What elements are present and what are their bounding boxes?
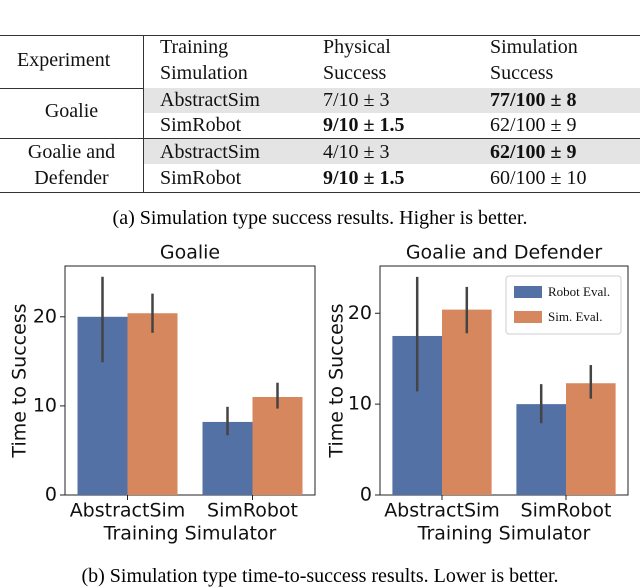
header-cell: Training Simulation: [160, 36, 248, 84]
shade: [143, 88, 640, 113]
header-cell: Experiment: [17, 49, 111, 71]
x-tick-label: SimRobot: [521, 500, 612, 522]
cell: 62/100 ± 9: [490, 141, 577, 163]
cell: AbstractSim: [160, 89, 260, 111]
legend-label: Robot Eval.: [548, 284, 610, 299]
y-tick-label: 10: [33, 394, 57, 416]
cell: 60/100 ± 10: [490, 167, 587, 189]
rule: [0, 35, 640, 36]
frame: [64, 265, 316, 496]
bar: [566, 383, 616, 495]
rule: [0, 138, 640, 139]
frame: [379, 265, 629, 496]
x-axis-label: Training Simulator: [103, 523, 277, 545]
cell: 4/10 ± 3: [323, 141, 390, 163]
x-tick-label: SimRobot: [207, 500, 298, 522]
legend-swatch: [514, 286, 542, 298]
y-tick-label: 0: [45, 484, 57, 506]
y-tick-label: 20: [33, 305, 57, 327]
caption: (a) Simulation type success results. Hig…: [112, 207, 528, 229]
x-axis-label: Training Simulator: [417, 523, 591, 545]
rule: [0, 192, 640, 193]
y-tick-label: 0: [360, 484, 372, 506]
cell: SimRobot: [160, 114, 242, 136]
rule: [143, 35, 144, 192]
cell: 77/100 ± 8: [490, 89, 577, 111]
x-tick-label: AbstractSim: [384, 500, 500, 522]
cell: AbstractSim: [160, 141, 260, 163]
cell: 9/10 ± 1.5: [323, 167, 405, 189]
bar: [127, 313, 178, 495]
y-axis-label: Time to Success: [326, 303, 348, 458]
bar: [442, 309, 492, 495]
x-tick-label: AbstractSim: [70, 500, 186, 522]
chart-title: Goalie and Defender: [406, 242, 603, 264]
y-tick-label: 20: [348, 302, 372, 324]
cell: 9/10 ± 1.5: [323, 114, 405, 136]
y-axis-label: Time to Success: [9, 303, 31, 458]
header-cell: Simulation Success: [490, 36, 578, 84]
group-cell: Goalie: [44, 100, 99, 122]
cell: SimRobot: [160, 167, 242, 189]
y-tick-label: 10: [348, 393, 372, 415]
legend-swatch: [514, 311, 542, 323]
shade: [143, 139, 640, 164]
cell: 62/100 ± 9: [490, 114, 577, 136]
chart-title: Goalie: [160, 242, 220, 264]
header-cell: Physical Success: [323, 36, 391, 84]
bar: [252, 396, 303, 495]
cell: 7/10 ± 3: [323, 89, 390, 111]
legend-label: Sim. Eval.: [548, 309, 603, 324]
group-cell: Goalie and Defender: [27, 141, 116, 189]
